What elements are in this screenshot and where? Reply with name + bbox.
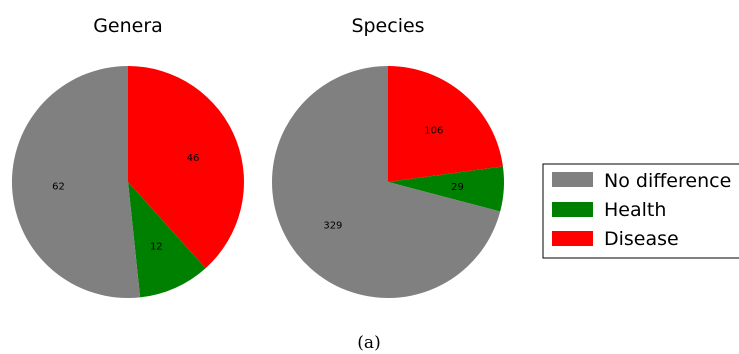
pie-slice-genera-disease: [128, 66, 244, 269]
pie-slice-species-disease: [388, 66, 503, 182]
pie-value-label-genera-disease: 46: [187, 153, 200, 164]
pie-chart-genera: 46 12 62: [11, 66, 244, 298]
pie-value-label-species-health: 29: [451, 182, 464, 193]
legend-swatch-health: [552, 202, 593, 217]
pie-value-label-species-no-difference: 329: [323, 220, 342, 231]
pie-value-label-species-disease: 106: [424, 126, 443, 137]
pie-slice-genera-health: [128, 182, 206, 298]
pie-value-label-genera-no-difference: 62: [52, 182, 65, 193]
legend-label-health: Health: [604, 199, 666, 221]
chart-title-species: Species: [351, 15, 424, 37]
pie-value-label-genera-health: 12: [150, 242, 163, 253]
pie-chart-species: 106 29 329: [271, 66, 505, 299]
legend-swatch-disease: [552, 231, 593, 246]
pie-slice-genera-no-difference: [11, 66, 141, 298]
figure-caption: (a): [357, 333, 380, 353]
legend-label-no-difference: No difference: [604, 170, 731, 192]
legend: No difference Health Disease: [542, 163, 739, 259]
pie-slice-species-no-difference: [271, 66, 501, 299]
legend-swatch-no-difference: [552, 172, 593, 187]
pie-slice-species-health: [388, 166, 505, 212]
legend-label-disease: Disease: [604, 228, 679, 250]
chart-title-genera: Genera: [93, 15, 163, 37]
